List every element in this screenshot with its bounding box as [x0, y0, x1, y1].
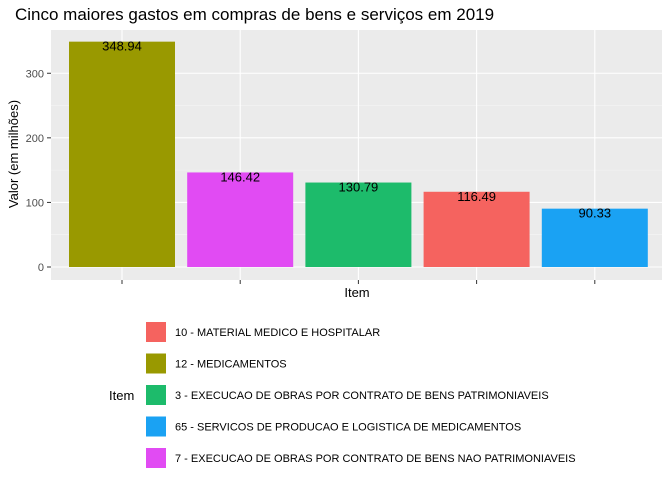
- legend-key: [146, 322, 166, 342]
- y-tick-label: 100: [26, 197, 44, 209]
- bar: [69, 41, 175, 268]
- legend: Item 10 - MATERIAL MEDICO E HOSPITALAR 12…: [109, 322, 576, 468]
- x-axis-title: Item: [344, 285, 369, 300]
- legend-label: 7 - EXECUCAO DE OBRAS POR CONTRATO DE BE…: [175, 453, 576, 465]
- y-tick-label: 0: [38, 262, 44, 274]
- bar-value-label: 130.79: [339, 180, 379, 195]
- legend-label: 10 - MATERIAL MEDICO E HOSPITALAR: [175, 327, 380, 339]
- legend-title: Item: [109, 388, 134, 403]
- legend-label: 12 - MEDICAMENTOS: [175, 359, 287, 371]
- bar-value-label: 348.94: [102, 39, 142, 54]
- y-tick-label: 200: [26, 133, 44, 145]
- bar-value-label: 146.42: [220, 169, 260, 184]
- legend-key: [146, 448, 166, 468]
- y-axis: 0 100 200 300: [26, 68, 596, 284]
- bar: [423, 191, 530, 267]
- y-tick-label: 300: [26, 68, 44, 80]
- bar: [541, 208, 648, 267]
- data-labels: 348.94 146.42 130.79 116.49 90.33: [102, 39, 611, 221]
- bar-value-label: 90.33: [579, 206, 612, 221]
- legend-key: [146, 353, 166, 374]
- y-axis-title: Valor (em milhões): [6, 100, 21, 208]
- legend-label: 65 - SERVICOS DE PRODUCAO E LOGISTICA DE…: [175, 422, 521, 434]
- bar: [305, 182, 412, 267]
- bar: [187, 172, 294, 267]
- chart-title: Cinco maiores gastos em compras de bens …: [15, 5, 494, 24]
- legend-label: 3 - EXECUCAO DE OBRAS POR CONTRATO DE BE…: [175, 390, 549, 402]
- bar-value-label: 116.49: [457, 189, 496, 204]
- bar-series: [69, 41, 648, 268]
- legend-key: [146, 385, 166, 405]
- legend-key: [146, 416, 166, 437]
